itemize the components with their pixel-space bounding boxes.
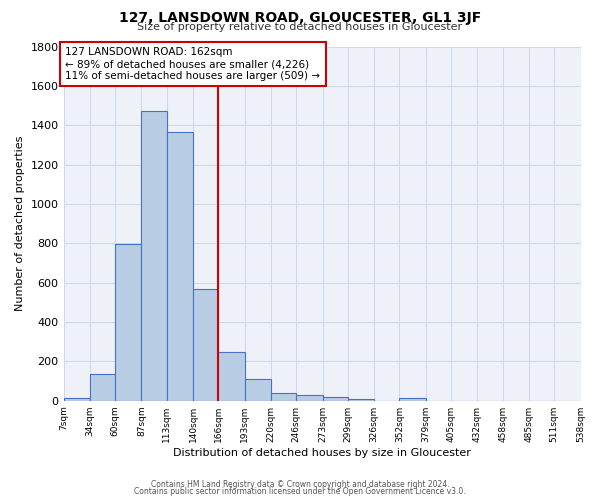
Bar (245, 379, 271, 400)
Text: 127, LANSDOWN ROAD, GLOUCESTER, GL1 3JF: 127, LANSDOWN ROAD, GLOUCESTER, GL1 3JF (119, 11, 481, 25)
Bar (193, 288, 218, 401)
Text: Contains HM Land Registry data © Crown copyright and database right 2024.: Contains HM Land Registry data © Crown c… (151, 480, 449, 489)
X-axis label: Distribution of detached houses by size in Gloucester: Distribution of detached houses by size … (173, 448, 471, 458)
Bar (115, 244, 142, 400)
Bar (400, 398, 426, 400)
Text: 127 LANSDOWN ROAD: 162sqm
← 89% of detached houses are smaller (4,226)
11% of se: 127 LANSDOWN ROAD: 162sqm ← 89% of detac… (65, 48, 320, 80)
Bar (296, 395, 323, 400)
Y-axis label: Number of detached properties: Number of detached properties (15, 136, 25, 312)
Bar (218, 352, 245, 401)
Bar (64, 398, 90, 400)
Bar (271, 393, 296, 400)
Bar (142, 112, 167, 401)
Text: Size of property relative to detached houses in Gloucester: Size of property relative to detached ho… (137, 22, 463, 32)
Bar (348, 399, 374, 400)
Bar (323, 397, 348, 400)
Bar (90, 374, 115, 400)
Text: Contains public sector information licensed under the Open Government Licence v3: Contains public sector information licen… (134, 487, 466, 496)
Bar (167, 132, 193, 400)
